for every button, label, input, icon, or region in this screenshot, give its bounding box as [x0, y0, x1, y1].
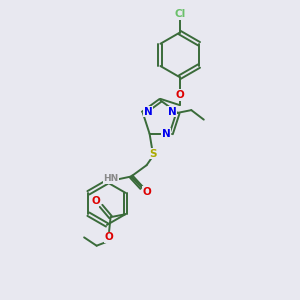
Text: O: O	[91, 196, 100, 206]
Text: S: S	[150, 148, 157, 159]
Text: HN: HN	[103, 174, 119, 183]
Text: O: O	[175, 90, 184, 100]
Text: Cl: Cl	[174, 9, 185, 19]
Text: N: N	[144, 106, 153, 117]
Text: N: N	[168, 106, 176, 117]
Text: O: O	[142, 187, 151, 197]
Text: N: N	[161, 129, 170, 139]
Text: O: O	[105, 232, 113, 242]
